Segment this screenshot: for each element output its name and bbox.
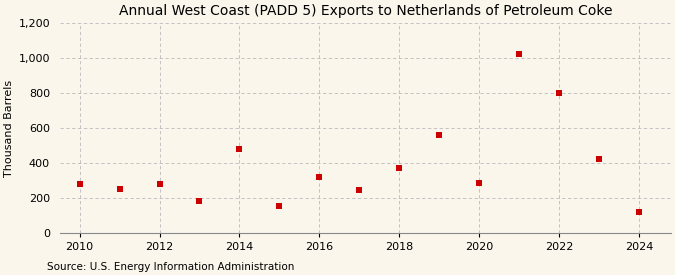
Point — [354, 188, 364, 192]
Point — [114, 187, 125, 191]
Point — [593, 157, 604, 162]
Point — [434, 133, 445, 137]
Point — [514, 52, 524, 56]
Text: Source: U.S. Energy Information Administration: Source: U.S. Energy Information Administ… — [47, 262, 294, 272]
Point — [474, 181, 485, 185]
Point — [154, 182, 165, 186]
Point — [194, 199, 205, 204]
Title: Annual West Coast (PADD 5) Exports to Netherlands of Petroleum Coke: Annual West Coast (PADD 5) Exports to Ne… — [119, 4, 612, 18]
Point — [554, 91, 564, 95]
Point — [274, 203, 285, 208]
Point — [234, 147, 245, 151]
Point — [633, 210, 644, 214]
Y-axis label: Thousand Barrels: Thousand Barrels — [4, 79, 14, 177]
Point — [394, 166, 404, 170]
Point — [74, 182, 85, 186]
Point — [314, 175, 325, 179]
